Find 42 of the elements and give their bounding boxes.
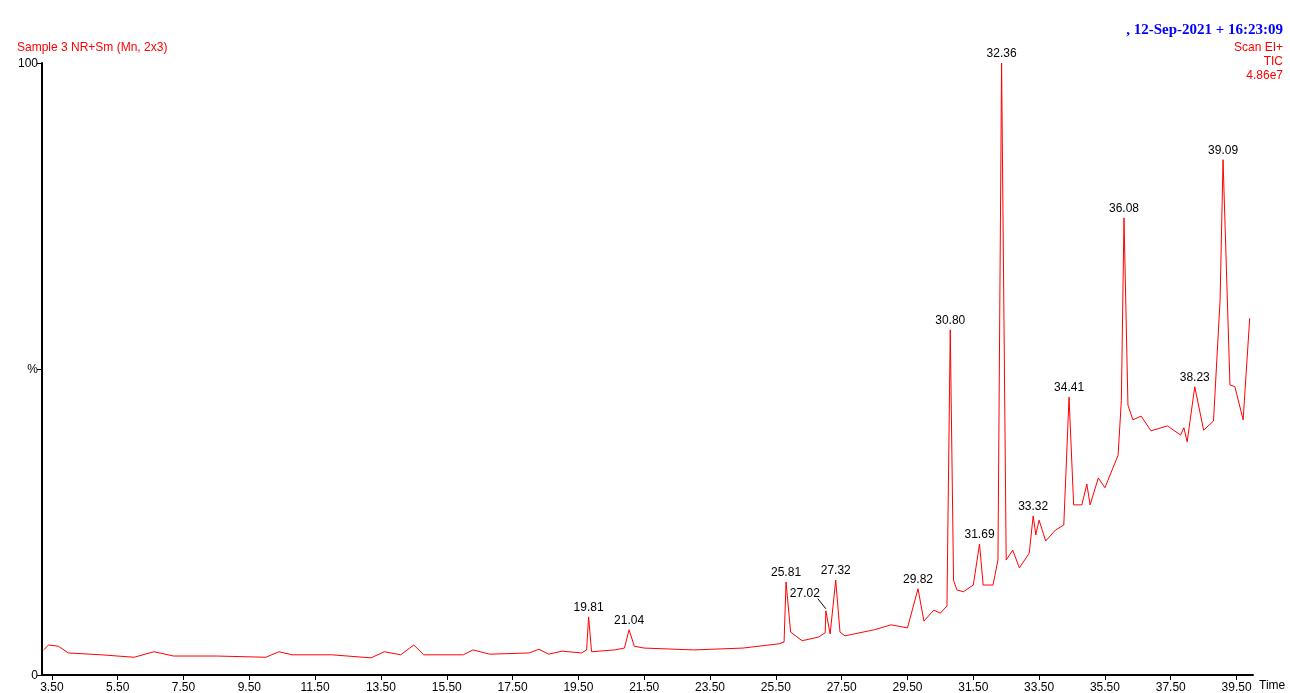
x-tick-label: 35.50 — [1089, 680, 1121, 693]
annotation: 36.08 — [1108, 200, 1140, 215]
x-tick-label: 19.50 — [563, 680, 594, 693]
annotation: 21.04 — [614, 612, 645, 627]
y-tick-label: % — [27, 362, 39, 376]
annotation: 30.80 — [935, 312, 966, 327]
annotation: 29.82 — [902, 571, 934, 586]
x-tick-label: 9.50 — [237, 680, 262, 693]
x-tick-label: 11.50 — [300, 680, 331, 693]
annotation: 27.02 — [789, 585, 821, 600]
x-tick-label: 39.50 — [1221, 680, 1252, 693]
text: TIC — [1263, 54, 1284, 68]
x-tick-label: 33.50 — [1024, 680, 1055, 693]
annotation: 4.86e7 — [1246, 68, 1284, 82]
annotation: 19.81 — [573, 599, 604, 614]
chart-subtitle: , 12-Sep-2021 + 16:23:09 — [1126, 20, 1283, 37]
x-axis-title: Time — [1259, 678, 1286, 692]
annotation: 34.41 — [1054, 380, 1085, 395]
x-tick-label: 7.50 — [171, 680, 196, 693]
x-tick-label: 13.50 — [365, 680, 397, 693]
y-tick-label: 0 — [31, 668, 39, 682]
x-tick-label: 29.50 — [892, 680, 923, 693]
x-tick-label: 27.50 — [826, 680, 857, 693]
y-tick-label: 100 — [17, 56, 39, 70]
annotation: 39.09 — [1208, 142, 1239, 157]
x-tick-label: 37.50 — [1155, 680, 1187, 693]
chart-title: Sample 3 NR+Sm (Mn, 2x3) — [17, 40, 168, 54]
annotation: 33.32 — [1018, 498, 1049, 513]
text: Scan EI+ — [1233, 40, 1283, 54]
x-tick-label: 3.50 — [40, 680, 64, 693]
x-tick-label: 5.50 — [106, 680, 130, 693]
x-tick-label: 15.50 — [431, 680, 463, 693]
annotation: 27.32 — [820, 563, 852, 578]
x-tick-label: 17.50 — [497, 680, 528, 693]
x-tick-label: 31.50 — [958, 680, 989, 693]
annotation: 38.23 — [1179, 369, 1211, 384]
x-tick-label: 23.50 — [695, 680, 726, 693]
x-tick-label: 21.50 — [629, 680, 660, 693]
x-tick-label: 25.50 — [760, 680, 792, 693]
annotation: 31.69 — [964, 527, 995, 542]
annotation: 32.36 — [986, 46, 1017, 60]
annotation: 25.81 — [771, 564, 802, 579]
